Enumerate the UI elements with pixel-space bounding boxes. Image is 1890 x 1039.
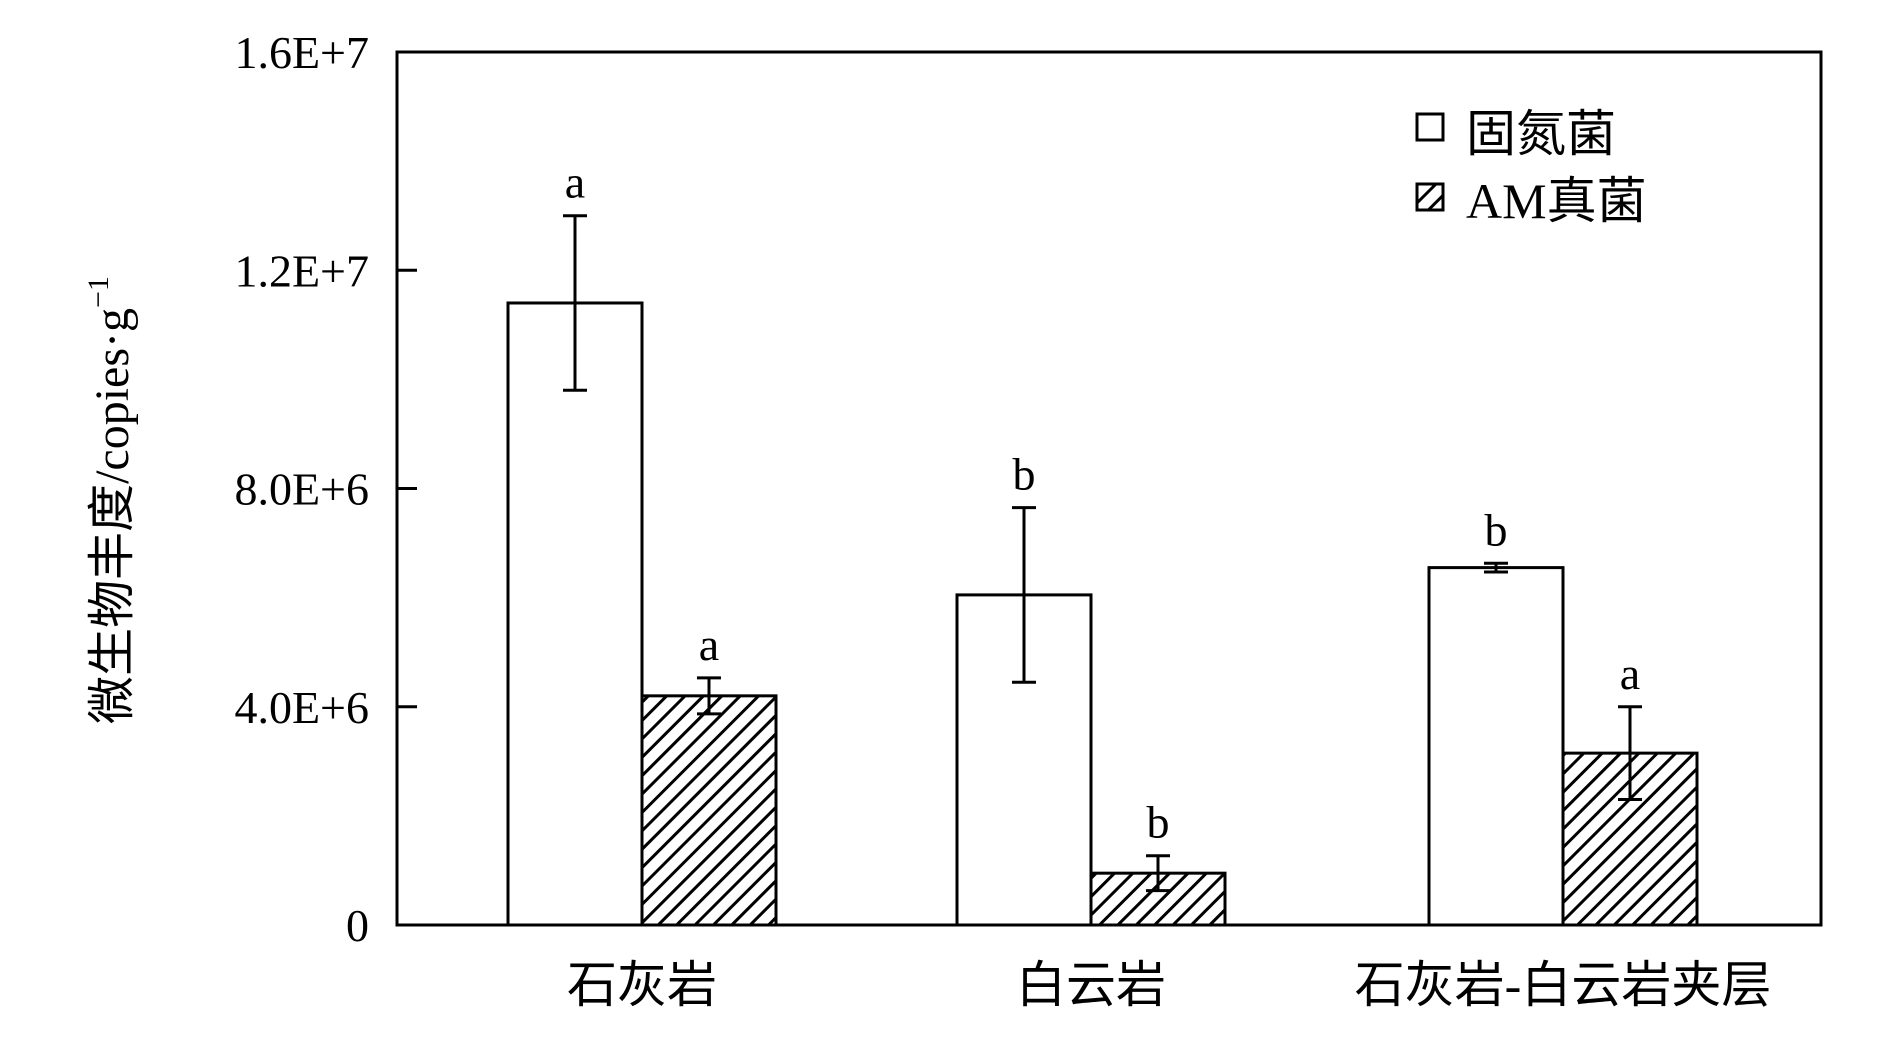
- legend-swatch-nitrogen-fixing: [1415, 112, 1445, 142]
- significance-label-2-0: b: [1485, 504, 1508, 555]
- y-tick-label-4: 1.6E+7: [234, 27, 369, 78]
- y-tick-label-2: 8.0E+6: [234, 464, 369, 515]
- error-bars: [563, 214, 1642, 893]
- y-tick-label-3: 1.2E+7: [234, 245, 369, 296]
- significance-labels: a a b b b a: [565, 157, 1640, 848]
- legend-swatch-am-fungi: [1415, 182, 1445, 212]
- y-axis-label-superscript: −1: [82, 276, 115, 308]
- category-label-0: 石灰岩: [567, 957, 717, 1013]
- significance-label-0-1: a: [699, 619, 719, 670]
- significance-label-1-0: b: [1013, 449, 1036, 500]
- y-axis-ticks: 0 4.0E+6 8.0E+6 1.2E+7 1.6E+7: [234, 27, 417, 951]
- bar-2-0: [1427, 566, 1565, 927]
- legend: 固氮菌 AM真菌: [1415, 106, 1647, 229]
- bar-0-1: [640, 694, 778, 927]
- bar-0-0: [506, 301, 644, 927]
- y-axis-label: 微生物丰度/copies·g−1: [82, 276, 139, 724]
- y-tick-label-0: 0: [346, 900, 369, 951]
- significance-label-0-0: a: [565, 157, 585, 208]
- y-tick-label-1: 4.0E+6: [234, 682, 369, 733]
- significance-label-2-1: a: [1620, 648, 1640, 699]
- x-axis-category-labels: 石灰岩 白云岩 石灰岩-白云岩夹层: [567, 957, 1771, 1013]
- legend-label-nitrogen-fixing: 固氮菌: [1466, 106, 1616, 162]
- bars: [506, 301, 1699, 927]
- category-label-2: 石灰岩-白云岩夹层: [1355, 957, 1772, 1013]
- category-label-1: 白云岩: [1016, 957, 1166, 1013]
- y-axis-label-text: 微生物丰度/copies·g: [86, 308, 139, 724]
- legend-label-am-fungi: AM真菌: [1466, 173, 1647, 229]
- significance-label-1-1: b: [1147, 797, 1170, 848]
